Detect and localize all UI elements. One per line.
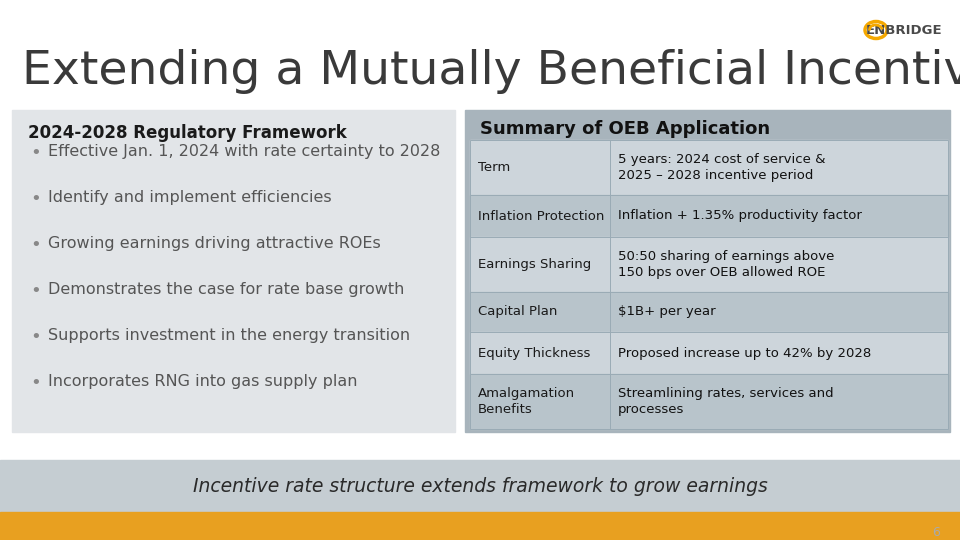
Text: Term: Term	[478, 161, 511, 174]
Text: Supports investment in the energy transition: Supports investment in the energy transi…	[48, 328, 410, 343]
Text: Inflation + 1.35% productivity factor: Inflation + 1.35% productivity factor	[618, 210, 862, 222]
Text: •: •	[30, 236, 40, 254]
Text: Effective Jan. 1, 2024 with rate certainty to 2028: Effective Jan. 1, 2024 with rate certain…	[48, 144, 441, 159]
Text: 2024-2028 Regulatory Framework: 2024-2028 Regulatory Framework	[28, 124, 347, 142]
Bar	[470, 195, 948, 237]
Text: Demonstrates the case for rate base growth: Demonstrates the case for rate base grow…	[48, 282, 404, 297]
Text: ENBRIDGE: ENBRIDGE	[866, 24, 943, 37]
Text: $1B+ per year: $1B+ per year	[618, 306, 715, 319]
Text: 50:50 sharing of earnings above
150 bps over OEB allowed ROE: 50:50 sharing of earnings above 150 bps …	[618, 250, 834, 279]
Text: Incentive rate structure extends framework to grow earnings: Incentive rate structure extends framewo…	[193, 476, 767, 496]
Bar	[470, 374, 948, 429]
Bar	[470, 332, 948, 374]
Text: Inflation Protection: Inflation Protection	[478, 210, 605, 222]
Bar	[470, 140, 948, 429]
Text: •: •	[30, 374, 40, 392]
Bar	[465, 110, 950, 432]
Bar	[470, 237, 948, 292]
Text: Incorporates RNG into gas supply plan: Incorporates RNG into gas supply plan	[48, 374, 357, 389]
Bar	[470, 292, 948, 332]
Text: 5 years: 2024 cost of service &
2025 – 2028 incentive period: 5 years: 2024 cost of service & 2025 – 2…	[618, 153, 826, 182]
Bar	[470, 140, 948, 195]
Text: Equity Thickness: Equity Thickness	[478, 347, 590, 360]
Bar	[0, 460, 960, 512]
Text: •: •	[30, 190, 40, 208]
Text: •: •	[30, 282, 40, 300]
Bar	[0, 512, 960, 540]
Text: •: •	[30, 144, 40, 162]
Text: Summary of OEB Application: Summary of OEB Application	[480, 120, 770, 138]
Text: Growing earnings driving attractive ROEs: Growing earnings driving attractive ROEs	[48, 236, 381, 251]
Text: Capital Plan: Capital Plan	[478, 306, 558, 319]
Text: Earnings Sharing: Earnings Sharing	[478, 258, 591, 271]
Bar	[12, 110, 455, 432]
Text: •: •	[30, 328, 40, 346]
Text: Proposed increase up to 42% by 2028: Proposed increase up to 42% by 2028	[618, 347, 872, 360]
Text: Identify and implement efficiencies: Identify and implement efficiencies	[48, 190, 331, 205]
Text: Streamlining rates, services and
processes: Streamlining rates, services and process…	[618, 387, 833, 416]
Text: 6: 6	[932, 525, 940, 538]
Text: Extending a Mutually Beneficial Incentive Model: Extending a Mutually Beneficial Incentiv…	[22, 50, 960, 94]
Text: Amalgamation
Benefits: Amalgamation Benefits	[478, 387, 575, 416]
